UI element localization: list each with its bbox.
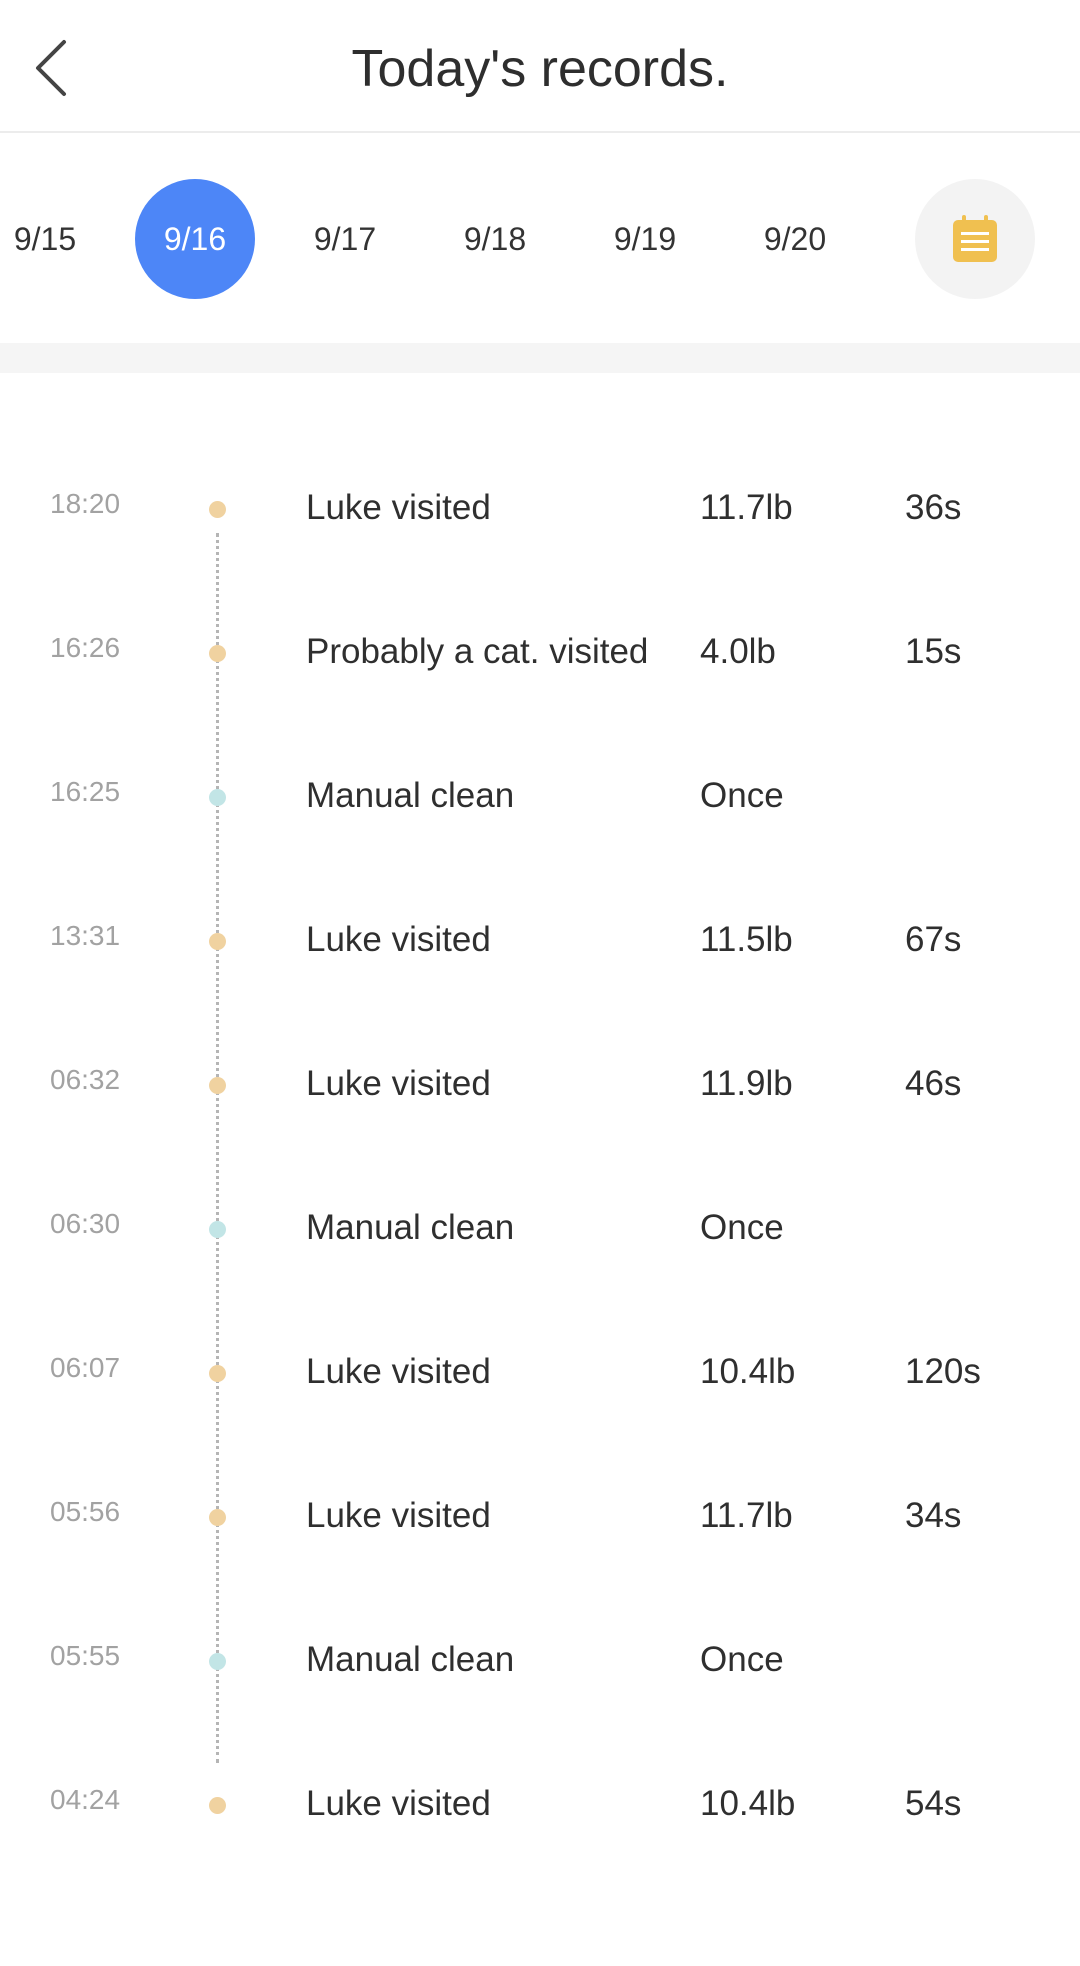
record-time: 06:07 <box>50 1352 121 1383</box>
record-row[interactable]: 16:25 Manual clean Once <box>0 756 1080 836</box>
record-row[interactable]: 06:30 Manual clean Once <box>0 1188 1080 1268</box>
record-row[interactable]: 05:56 Luke visited 11.7lb 34s <box>0 1476 1080 1556</box>
record-label: Manual clean <box>306 1208 515 1247</box>
date-item[interactable]: 9/20 <box>763 220 827 257</box>
record-duration: 15s <box>905 632 962 671</box>
clean-dot-icon <box>209 789 226 806</box>
record-label: Probably a cat. visited <box>306 632 649 671</box>
record-time: 13:31 <box>50 920 121 951</box>
record-time: 16:26 <box>50 632 121 663</box>
timeline-connector <box>216 533 219 1763</box>
date-item[interactable]: 9/15 <box>13 220 77 257</box>
record-label: Luke visited <box>306 1352 491 1391</box>
record-label: Luke visited <box>306 920 491 959</box>
visit-dot-icon <box>209 1077 226 1094</box>
record-row[interactable]: 18:20 Luke visited 11.7lb 36s <box>0 468 1080 548</box>
record-duration: 120s <box>905 1352 981 1391</box>
record-row[interactable]: 13:31 Luke visited 11.5lb 67s <box>0 900 1080 980</box>
record-row[interactable]: 04:24 Luke visited 10.4lb 54s <box>0 1764 1080 1844</box>
record-weight: 10.4lb <box>700 1784 796 1823</box>
clean-dot-icon <box>209 1653 226 1670</box>
record-weight: 10.4lb <box>700 1352 796 1391</box>
record-label: Manual clean <box>306 776 515 815</box>
date-item-selected[interactable]: 9/16 <box>135 179 255 299</box>
record-row[interactable]: 16:26 Probably a cat. visited 4.0lb 15s <box>0 612 1080 692</box>
date-item[interactable]: 9/17 <box>313 220 377 257</box>
record-weight: 11.5lb <box>700 920 793 959</box>
record-label: Luke visited <box>306 1064 491 1103</box>
date-item[interactable]: 9/19 <box>613 220 677 257</box>
chevron-left-icon <box>36 40 66 96</box>
visit-dot-icon <box>209 933 226 950</box>
record-time: 18:20 <box>50 488 121 519</box>
visit-dot-icon <box>209 1509 226 1526</box>
divider-band <box>0 343 1080 373</box>
record-weight: 11.7lb <box>700 1496 793 1535</box>
record-duration: 54s <box>905 1784 962 1823</box>
record-weight: 4.0lb <box>700 632 776 671</box>
record-label: Luke visited <box>306 1784 491 1823</box>
record-weight: 11.9lb <box>700 1064 793 1103</box>
record-duration: 46s <box>905 1064 962 1103</box>
record-duration: 67s <box>905 920 962 959</box>
record-label: Luke visited <box>306 1496 491 1535</box>
clean-dot-icon <box>209 1221 226 1238</box>
record-row[interactable]: 06:32 Luke visited 11.9lb 46s <box>0 1044 1080 1124</box>
record-row[interactable]: 05:55 Manual clean Once <box>0 1620 1080 1700</box>
record-count: Once <box>700 1208 784 1247</box>
record-time: 16:25 <box>50 776 121 807</box>
record-time: 06:30 <box>50 1208 121 1239</box>
visit-dot-icon <box>209 501 226 518</box>
visit-dot-icon <box>209 1797 226 1814</box>
header: Today's records. <box>0 0 1080 133</box>
record-row[interactable]: 06:07 Luke visited 10.4lb 120s <box>0 1332 1080 1412</box>
record-label: Manual clean <box>306 1640 515 1679</box>
record-time: 04:24 <box>50 1784 121 1815</box>
record-time: 05:55 <box>50 1640 121 1671</box>
records-timeline: 18:20 Luke visited 11.7lb 36s 16:26 Prob… <box>0 373 1080 1966</box>
record-count: Once <box>700 1640 784 1679</box>
record-weight: 11.7lb <box>700 488 793 527</box>
back-button[interactable] <box>22 26 82 110</box>
record-time: 06:32 <box>50 1064 121 1095</box>
date-item[interactable]: 9/18 <box>463 220 527 257</box>
date-selector: 9/15 9/16 9/17 9/18 9/19 9/20 <box>0 133 1080 343</box>
record-time: 05:56 <box>50 1496 121 1527</box>
calendar-icon <box>953 215 997 262</box>
page-title: Today's records. <box>351 40 729 98</box>
calendar-button[interactable] <box>915 179 1035 299</box>
visit-dot-icon <box>209 645 226 662</box>
visit-dot-icon <box>209 1365 226 1382</box>
record-count: Once <box>700 776 784 815</box>
record-label: Luke visited <box>306 488 491 527</box>
record-duration: 34s <box>905 1496 962 1535</box>
record-duration: 36s <box>905 488 962 527</box>
